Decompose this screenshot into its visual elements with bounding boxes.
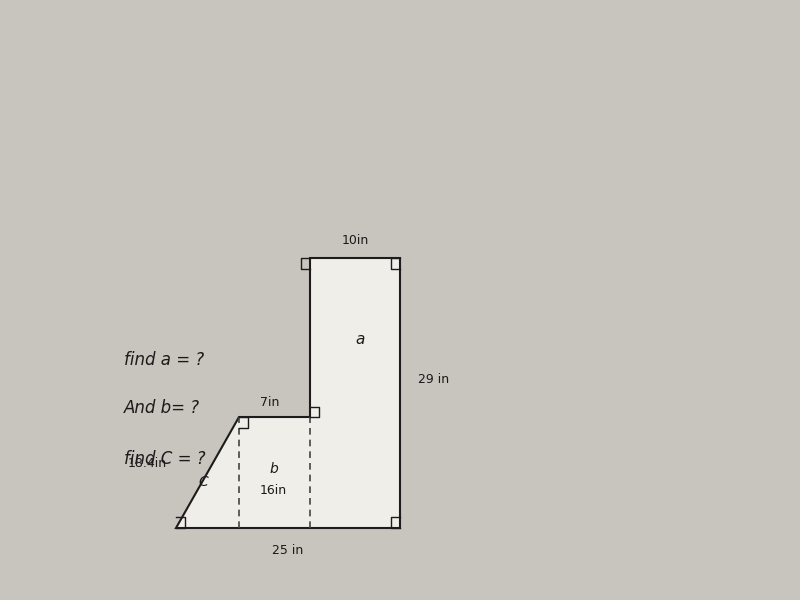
Polygon shape (176, 258, 400, 528)
Text: 7in: 7in (260, 396, 280, 409)
Text: find C = ?: find C = ? (124, 450, 206, 468)
Text: 29 in: 29 in (418, 373, 449, 386)
Text: And b= ?: And b= ? (124, 399, 200, 417)
Text: a: a (355, 331, 364, 346)
Text: 18.4in: 18.4in (128, 457, 167, 470)
Text: 16in: 16in (260, 484, 287, 497)
Text: 10in: 10in (342, 234, 369, 247)
Text: b: b (269, 461, 278, 476)
Text: find a = ?: find a = ? (124, 351, 204, 369)
Text: C: C (198, 475, 208, 489)
Text: 25 in: 25 in (272, 544, 304, 557)
